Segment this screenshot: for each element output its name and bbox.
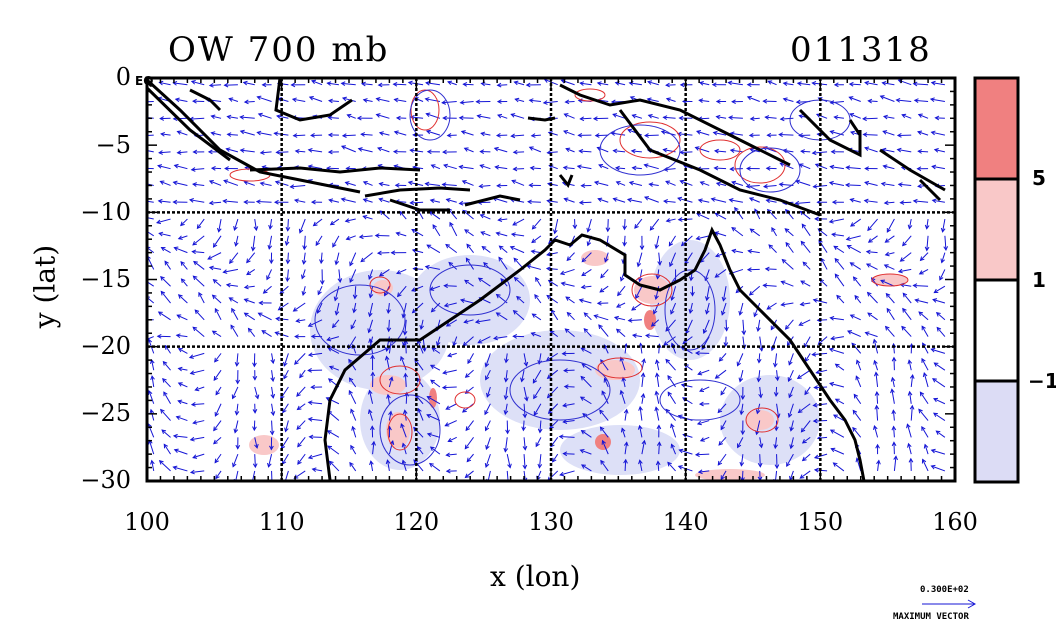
y-tick-minus30: −30 [80,466,131,494]
equator-label: EQ [135,74,154,88]
colorbar-band-mid [975,280,1018,381]
gridlines [147,78,955,481]
max-vector-arrow [922,599,977,609]
frame-ticks [146,77,956,482]
y-tick-minus5: −5 [95,131,131,159]
y-tick-minus15: −15 [80,265,131,293]
max-vector-label: MAXIMUM VECTOR [893,612,969,622]
colorbar-label-minus1: −1 [1028,369,1056,393]
x-tick-110: 110 [258,508,305,536]
x-tick-130: 130 [528,508,574,536]
y-tick-minus25: −25 [80,399,131,427]
colorbar-label-5: 5 [1032,166,1046,190]
colorbar-band-high [975,78,1018,179]
x-tick-160: 160 [932,508,978,536]
map-date: 011318 [790,30,932,70]
y-tick-minus10: −10 [80,198,131,226]
coastlines [147,78,946,481]
y-axis-label: y (lat) [28,244,62,329]
x-tick-140: 140 [662,508,709,536]
y-tick-minus20: −20 [80,332,131,360]
x-tick-150: 150 [797,508,844,536]
colorbar-band-low [975,381,1018,482]
colorbar-label-1: 1 [1032,268,1046,292]
x-tick-100: 100 [124,508,170,536]
colorbar-band-mid-high [975,179,1018,280]
max-vector-value: 0.300E+02 [920,585,969,595]
x-axis-label: x (lon) [490,560,581,593]
colorbar [973,76,1020,484]
x-tick-120: 120 [393,508,440,536]
map-title: OW 700 mb [168,30,390,70]
plot-area [147,78,955,481]
y-tick-0: 0 [115,63,131,91]
